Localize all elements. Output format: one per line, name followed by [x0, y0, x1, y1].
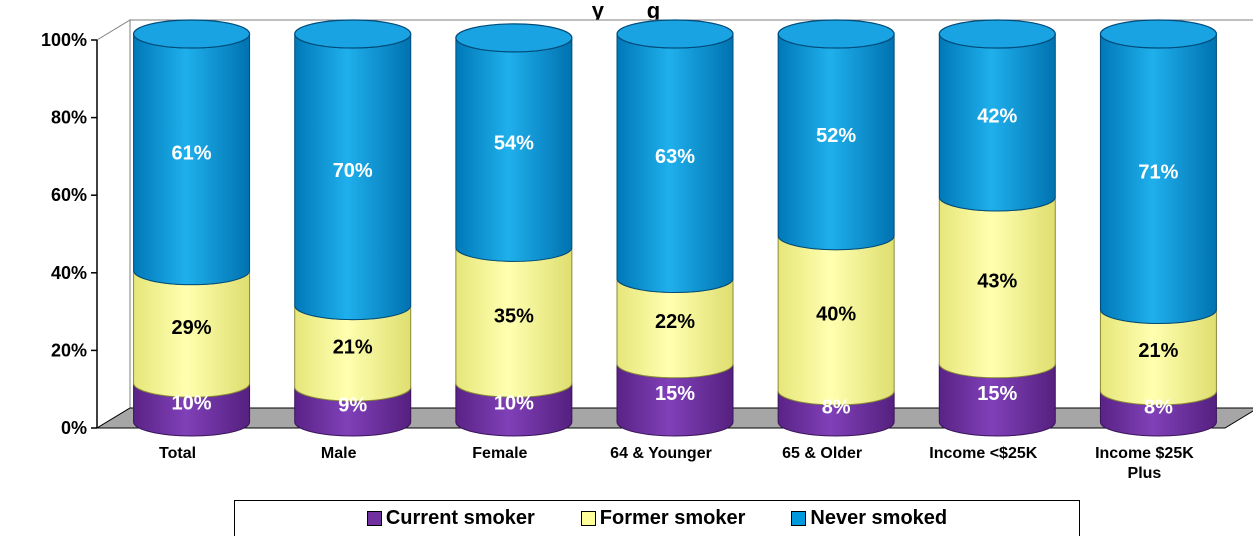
data-label-never-smoked: 61% — [172, 142, 212, 164]
bar-top-cap — [455, 23, 573, 53]
y-tick-label: 0% — [61, 418, 87, 438]
chart-title: y g — [592, 0, 660, 23]
legend-label-never-smoked: Never smoked — [810, 507, 948, 529]
bar-female: 10% 35% 54% — [455, 23, 573, 437]
legend-swatch-never-smoked — [791, 511, 807, 526]
y-axis: 0% 20% 40% 60% 80% 100% — [41, 30, 98, 438]
data-label-current-smoker: 8% — [822, 396, 851, 418]
x-tick-label: Total — [159, 445, 196, 462]
bar-total: 10% 29% 61% — [132, 19, 251, 437]
x-tick-label: Income $25K Plus — [1095, 445, 1194, 482]
legend-item-never-smoked: Never smoked — [791, 507, 947, 530]
legend-item-former-smoker: Former smoker — [580, 507, 746, 530]
x-tick-label-line: 64 & Younger — [610, 445, 712, 462]
data-label-former-smoker: 40% — [816, 303, 856, 325]
data-label-former-smoker: 21% — [333, 336, 373, 358]
data-label-former-smoker: 43% — [977, 270, 1017, 292]
bars: 10% 29% 61% 9% 21% 70% 10% 35% 54% 15% 22% 63% 8% 40%… — [132, 19, 1218, 437]
bar-top-cap — [132, 19, 251, 49]
data-label-current-smoker: 8% — [1144, 396, 1173, 418]
x-axis: Total Male Female 64 & Younger 65 & Older Inc… — [159, 445, 1194, 482]
x-tick-label-line: Female — [472, 445, 527, 462]
data-label-former-smoker: 21% — [1138, 340, 1178, 362]
bar-top-cap — [294, 19, 412, 49]
data-label-current-smoker: 10% — [172, 393, 212, 415]
data-label-never-smoked: 54% — [494, 133, 534, 155]
y-tick-label: 80% — [51, 108, 87, 128]
x-tick-label-line: Male — [321, 445, 357, 462]
bar-top-cap — [777, 19, 895, 49]
bar-64-younger: 15% 22% 63% — [616, 19, 734, 437]
data-label-current-smoker: 10% — [494, 393, 534, 415]
data-label-never-smoked: 52% — [816, 125, 856, 147]
x-tick-label-line: 65 & Older — [782, 445, 862, 462]
side-wall — [96, 19, 131, 429]
x-tick-label: 64 & Younger — [610, 445, 712, 462]
x-tick-label-line: Total — [159, 445, 196, 462]
bar-income-25k: 15% 43% 42% — [938, 19, 1056, 437]
bar-65-older: 8% 40% 52% — [777, 19, 895, 437]
x-tick-label: Female — [472, 445, 527, 462]
legend-swatch-former-smoker — [580, 511, 596, 526]
data-label-never-smoked: 63% — [655, 146, 695, 168]
bar-top-cap — [616, 19, 734, 49]
data-label-current-smoker: 15% — [655, 383, 695, 405]
legend: Current smoker Former smoker Never smoke… — [234, 500, 1080, 536]
data-label-current-smoker: 9% — [338, 395, 367, 417]
x-tick-label-line: Plus — [1128, 465, 1162, 482]
data-label-former-smoker: 22% — [655, 311, 695, 333]
x-tick-label-line: Income $25K — [1095, 445, 1194, 462]
legend-swatch-current-smoker — [366, 511, 382, 526]
data-label-former-smoker: 29% — [172, 317, 212, 339]
y-tick-label: 40% — [51, 263, 87, 283]
x-tick-label: Male — [321, 445, 357, 462]
data-label-never-smoked: 71% — [1138, 162, 1178, 184]
bar-top-cap — [938, 19, 1056, 49]
y-tick-label: 60% — [51, 185, 87, 205]
bar-income-25k-plus: 8% 21% 71% — [1099, 19, 1218, 437]
legend-label-former-smoker: Former smoker — [599, 507, 746, 529]
legend-label-current-smoker: Current smoker — [385, 507, 535, 529]
data-label-never-smoked: 42% — [977, 105, 1017, 127]
y-tick-label: 100% — [41, 30, 87, 50]
data-label-former-smoker: 35% — [494, 305, 534, 327]
x-tick-label-line: Income <$25K — [929, 445, 1038, 462]
data-label-current-smoker: 15% — [977, 383, 1017, 405]
y-tick-label: 20% — [51, 340, 87, 360]
bar-top-cap — [1099, 19, 1218, 49]
data-label-never-smoked: 70% — [333, 160, 373, 182]
bar-male: 9% 21% 70% — [294, 19, 412, 437]
x-tick-label: Income <$25K — [929, 445, 1038, 462]
legend-item-current-smoker: Current smoker — [366, 507, 535, 530]
x-tick-label: 65 & Older — [782, 445, 862, 462]
stacked-cylinder-chart: y g 0% 20% 40% 60% 80% 100% 10% 29% 61% 9% 21% 70%… — [41, 0, 1253, 482]
